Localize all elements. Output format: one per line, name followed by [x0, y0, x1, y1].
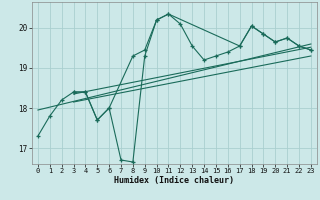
X-axis label: Humidex (Indice chaleur): Humidex (Indice chaleur)	[115, 176, 234, 185]
